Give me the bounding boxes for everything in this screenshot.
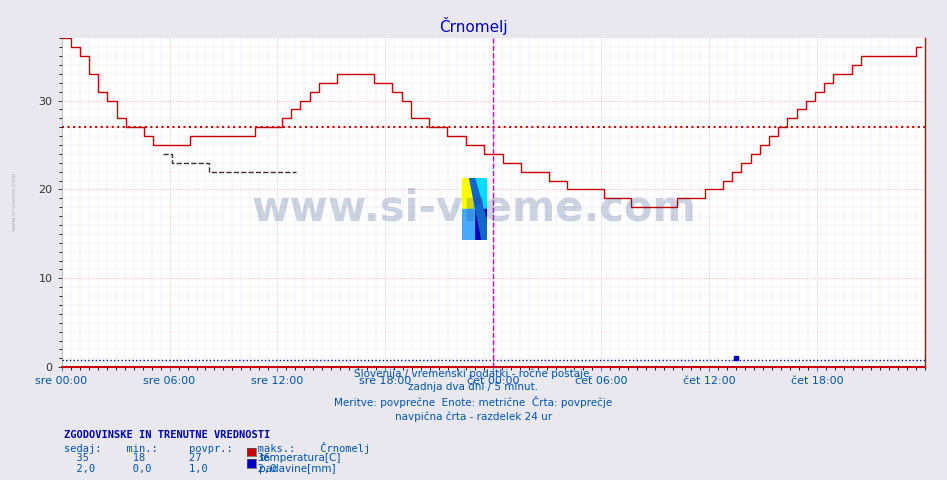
Text: padavine[mm]: padavine[mm] [259, 464, 336, 474]
Text: 2,0      0,0      1,0        2,0: 2,0 0,0 1,0 2,0 [64, 464, 277, 474]
Text: temperatura[C]: temperatura[C] [259, 453, 341, 463]
Polygon shape [470, 178, 487, 240]
Text: 35       18       27         36: 35 18 27 36 [64, 453, 271, 463]
Bar [474, 209, 487, 240]
Text: Črnomelj: Črnomelj [439, 17, 508, 35]
Text: www.si-vreme.com: www.si-vreme.com [251, 188, 696, 230]
Text: www.si-vreme.com: www.si-vreme.com [11, 172, 16, 231]
Bar [462, 209, 474, 240]
Text: Slovenija / vremenski podatki - ročne postaje.
zadnja dva dni / 5 minut.
Meritve: Slovenija / vremenski podatki - ročne po… [334, 369, 613, 422]
Bar [462, 178, 474, 209]
Text: ZGODOVINSKE IN TRENUTNE VREDNOSTI: ZGODOVINSKE IN TRENUTNE VREDNOSTI [64, 430, 271, 440]
Bar [474, 178, 487, 209]
Text: sedaj:    min.:     povpr.:    maks.:    Črnomelj: sedaj: min.: povpr.: maks.: Črnomelj [64, 442, 370, 454]
